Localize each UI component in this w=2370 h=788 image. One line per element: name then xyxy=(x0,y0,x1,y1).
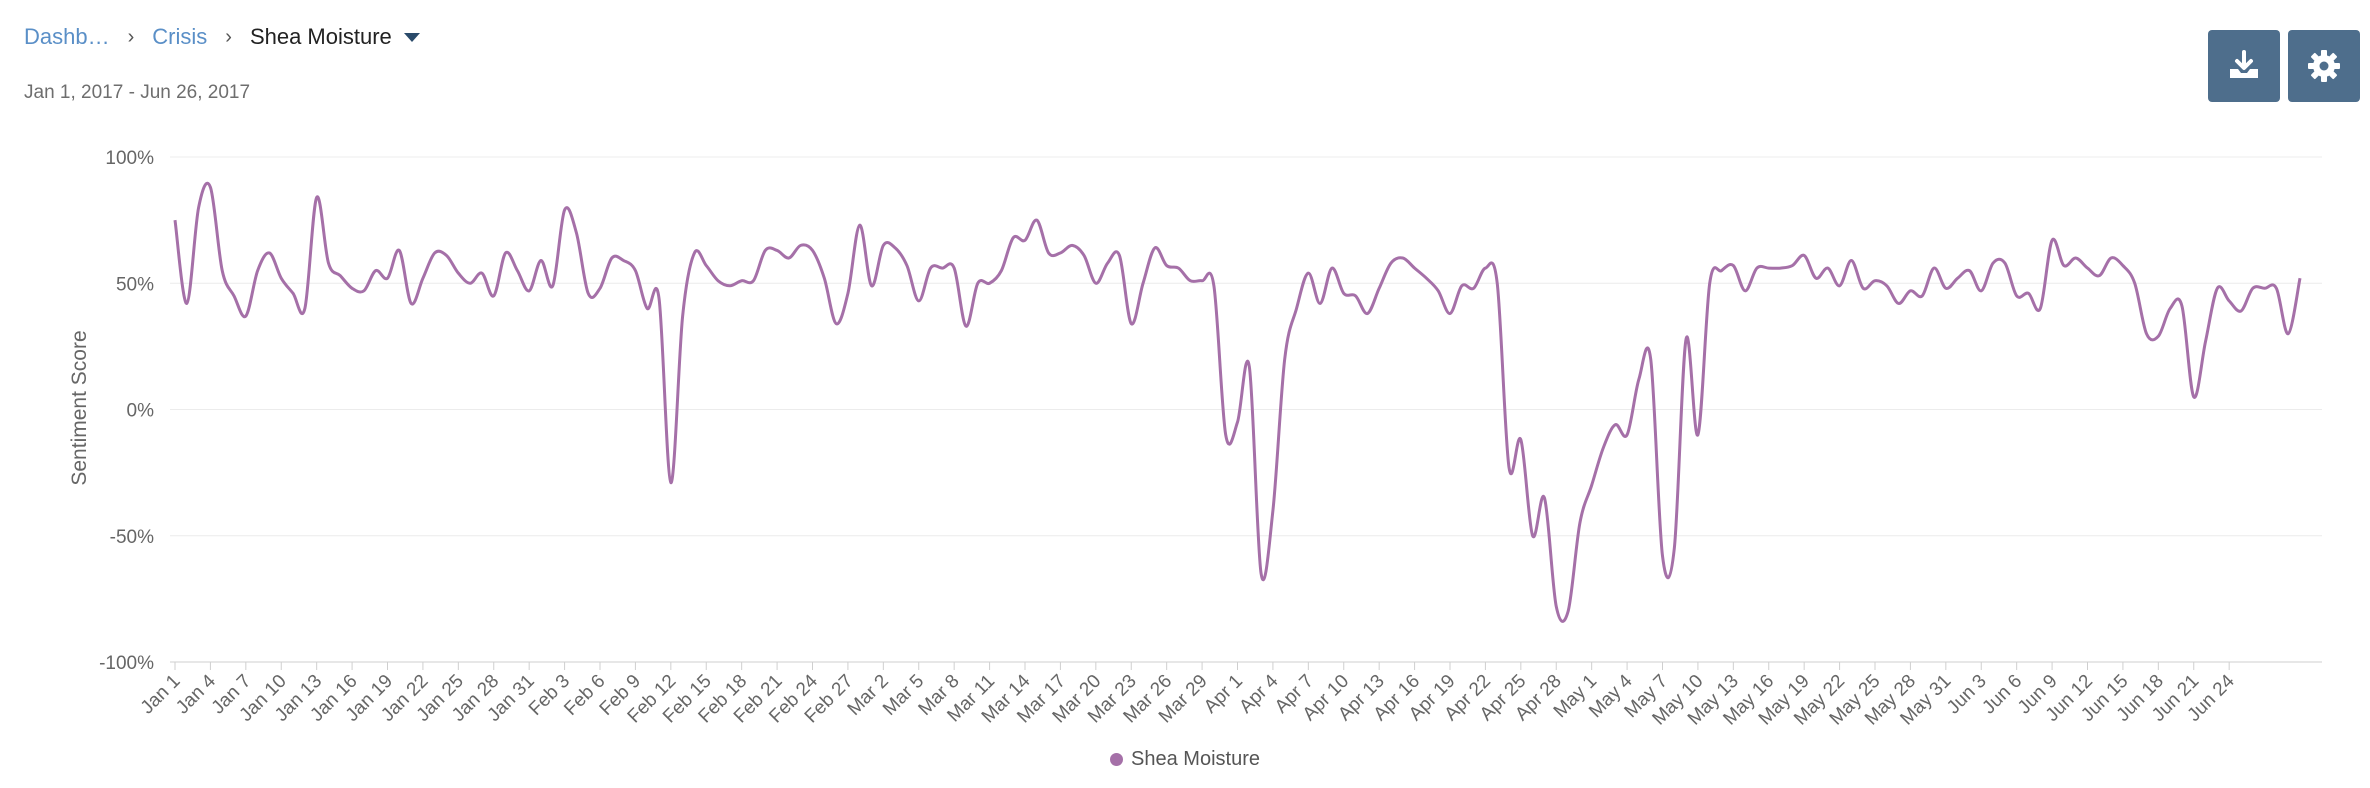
settings-button[interactable] xyxy=(2288,30,2360,102)
breadcrumb: Dashb… › Crisis › Shea Moisture xyxy=(24,24,420,50)
toolbar xyxy=(2208,30,2360,102)
breadcrumb-dashboard-link[interactable]: Dashb… xyxy=(24,24,110,49)
x-tick-label: Apr 1 xyxy=(1200,671,1247,718)
date-range: Jan 1, 2017 - Jun 26, 2017 xyxy=(24,82,251,103)
chevron-right-icon: › xyxy=(127,25,135,48)
legend[interactable]: Shea Moisture xyxy=(0,748,2370,771)
x-tick-label: Jun 3 xyxy=(1943,671,1991,719)
download-tray-icon xyxy=(2230,50,2258,78)
y-tick-label: 100% xyxy=(105,148,154,169)
y-tick-label: 0% xyxy=(127,401,155,422)
x-tick-label: Jun 6 xyxy=(1978,671,2026,719)
chevron-right-icon: › xyxy=(225,25,232,48)
x-tick-label: Jan 4 xyxy=(172,670,220,718)
download-button[interactable] xyxy=(2208,30,2280,102)
y-tick-label: 50% xyxy=(116,274,154,295)
series-line-shea-moisture[interactable] xyxy=(173,181,2302,623)
breadcrumb-crisis-link[interactable]: Crisis xyxy=(152,24,208,49)
x-tick-label: Jan 1 xyxy=(137,671,185,719)
legend-swatch xyxy=(1110,753,1124,766)
legend-label: Shea Moisture xyxy=(1131,748,1260,770)
chart-gridlines xyxy=(170,156,2322,663)
series-lines xyxy=(173,181,2302,623)
x-tick-label: Apr 4 xyxy=(1235,670,1282,717)
y-axis-label: Sentiment Score xyxy=(68,330,91,485)
sentiment-line-chart: 100% 50% 0% -50% -100% Sentiment Score Jan 1… xyxy=(68,148,2322,730)
gear-icon xyxy=(2308,50,2340,82)
y-tick-label: -100% xyxy=(99,653,154,674)
caret-down-icon[interactable] xyxy=(403,32,420,42)
breadcrumb-current-brand: Shea Moisture xyxy=(249,24,392,49)
y-axis-ticks: 100% 50% 0% -50% -100% xyxy=(99,148,154,674)
y-tick-label: -50% xyxy=(110,527,154,548)
